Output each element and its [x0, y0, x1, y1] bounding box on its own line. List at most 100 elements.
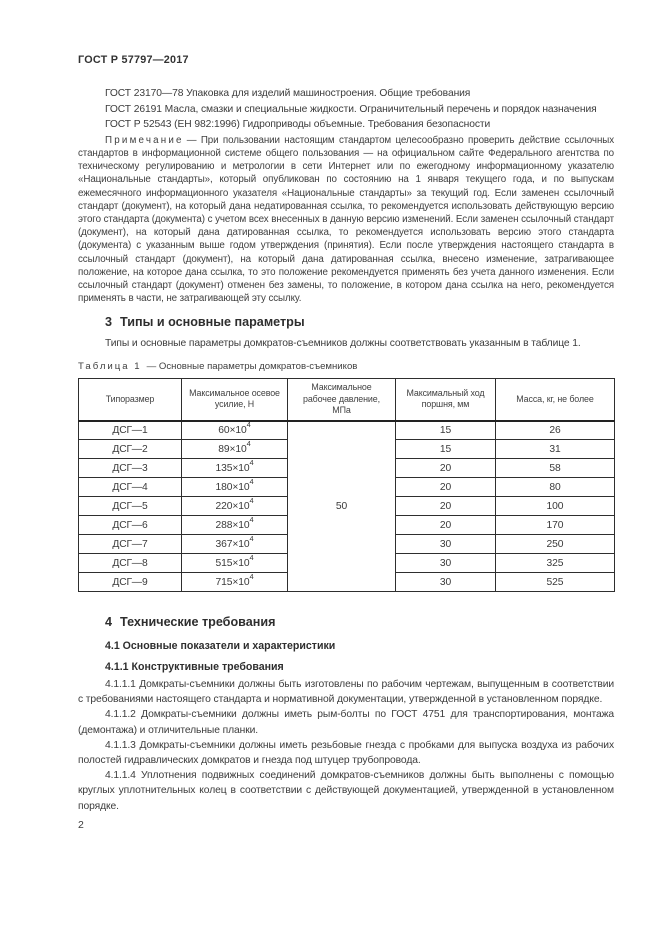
requirement-paragraph: 4.1.1.3 Домкраты-съемники должны иметь р… — [78, 739, 614, 767]
table-caption: Таблица 1 — Основные параметры домкратов-… — [78, 360, 614, 373]
force-exponent: 4 — [249, 572, 254, 582]
column-header-typesize: Типоразмер — [78, 378, 182, 422]
cell-typesize: ДСГ—5 — [78, 496, 182, 517]
requirement-paragraph: 4.1.1.1 Домкраты-съемники должны быть из… — [78, 679, 614, 706]
requirement-paragraph: 4.1.1.2 Домкраты-съемники должны иметь р… — [78, 709, 614, 736]
cell-force: 60×104 — [181, 420, 288, 441]
column-header-stroke: Максимальный ход поршня, мм — [395, 378, 496, 422]
section-4-heading: 4 Технические требования — [78, 614, 614, 631]
table-body: ДСГ—1 60×104 50 15 26 ДСГ—2 89×104 15 31… — [78, 420, 615, 593]
cell-force: 135×104 — [181, 458, 288, 479]
table-row: ДСГ—7 367×104 30 250 — [78, 534, 615, 555]
cell-force: 220×104 — [181, 496, 288, 517]
cell-stroke: 20 — [395, 458, 496, 479]
force-value: 60×10 — [218, 424, 247, 436]
force-value: 715×10 — [215, 576, 250, 588]
force-exponent: 4 — [249, 496, 254, 506]
force-exponent: 4 — [246, 420, 251, 430]
running-head: ГОСТ Р 57797—2017 — [78, 54, 189, 66]
cell-pressure-merged: 50 — [287, 420, 396, 593]
force-exponent: 4 — [249, 477, 254, 487]
cell-stroke: 30 — [395, 534, 496, 555]
reference-item: ГОСТ Р 52543 (ЕН 982:1996) Гидроприводы … — [105, 119, 491, 131]
table-row: ДСГ—5 220×104 20 100 — [78, 496, 615, 517]
cell-mass: 58 — [495, 458, 615, 479]
cell-mass: 26 — [495, 420, 615, 441]
cell-typesize: ДСГ—2 — [78, 439, 182, 460]
cell-mass: 525 — [495, 572, 615, 593]
cell-stroke: 15 — [395, 420, 496, 441]
force-value: 180×10 — [215, 481, 250, 493]
table-caption-label: Таблица 1 — [78, 361, 142, 373]
cell-typesize: ДСГ—8 — [78, 553, 182, 574]
cell-mass: 80 — [495, 477, 615, 498]
cell-typesize: ДСГ—3 — [78, 458, 182, 479]
note-paragraph: Примечание — При пользовании настоящим ст… — [78, 134, 614, 306]
table-row: ДСГ—9 715×104 30 525 — [78, 572, 615, 593]
cell-force: 367×104 — [181, 534, 288, 555]
heading-4-1-1: 4.1.1 Конструктивные требования — [105, 661, 284, 674]
force-value: 515×10 — [215, 557, 250, 569]
force-value: 135×10 — [215, 462, 250, 474]
force-value: 89×10 — [218, 443, 247, 455]
section-number: 3 — [105, 315, 113, 330]
cell-force: 715×104 — [181, 572, 288, 593]
cell-force: 288×104 — [181, 515, 288, 536]
cell-stroke: 15 — [395, 439, 496, 460]
table-row: ДСГ—1 60×104 50 15 26 — [78, 420, 615, 593]
column-header-mass: Масса, кг, не более — [495, 378, 615, 422]
cell-mass: 250 — [495, 534, 615, 555]
force-exponent: 4 — [249, 458, 254, 468]
cell-mass: 170 — [495, 515, 615, 536]
section-title: Типы и основные параметры — [120, 315, 305, 330]
table-row: ДСГ—6 288×104 20 170 — [78, 515, 615, 536]
heading-4-1: 4.1 Основные показатели и характеристики — [105, 640, 336, 653]
force-exponent: 4 — [249, 553, 254, 563]
cell-force: 180×104 — [181, 477, 288, 498]
cell-force: 515×104 — [181, 553, 288, 574]
table-row: ДСГ—8 515×104 30 325 — [78, 553, 615, 574]
cell-typesize: ДСГ—9 — [78, 572, 182, 593]
force-value: 367×10 — [215, 538, 250, 550]
note-text: — При пользовании настоящим стандартом ц… — [78, 134, 614, 305]
force-value: 288×10 — [215, 519, 250, 531]
page-number: 2 — [78, 818, 84, 831]
cell-typesize: ДСГ—4 — [78, 477, 182, 498]
table-row: ДСГ—3 135×104 20 58 — [78, 458, 615, 479]
requirements-block: 4.1.1.1 Домкраты-съемники должны быть из… — [78, 677, 614, 814]
column-header-force: Максимальное осевое усилие, Н — [181, 378, 288, 422]
cell-mass: 325 — [495, 553, 615, 574]
section-3-heading: 3 Типы и основные параметры — [78, 314, 614, 331]
section-3-intro: Типы и основные параметры домкратов-съем… — [105, 338, 581, 350]
reference-item: ГОСТ 26191 Масла, смазки и специальные ж… — [105, 103, 597, 115]
cell-stroke: 30 — [395, 572, 496, 593]
page-content: ГОСТ Р 57797—2017 ГОСТ 23170—78 Упаковка… — [78, 0, 615, 831]
cell-force: 89×104 — [181, 439, 288, 460]
force-exponent: 4 — [249, 534, 254, 544]
table-head: Типоразмер Максимальное осевое усилие, Н… — [78, 378, 615, 422]
cell-stroke: 20 — [395, 515, 496, 536]
table-header-row: Типоразмер Максимальное осевое усилие, Н… — [78, 378, 615, 422]
force-exponent: 4 — [246, 439, 251, 449]
cell-stroke: 20 — [395, 477, 496, 498]
requirement-paragraph: 4.1.1.4 Уплотнения подвижных соединений … — [78, 770, 614, 812]
cell-mass: 31 — [495, 439, 615, 460]
cell-typesize: ДСГ—7 — [78, 534, 182, 555]
table-row: ДСГ—4 180×104 20 80 — [78, 477, 615, 498]
column-header-pressure: Максимальное рабочее давление, МПа — [287, 378, 396, 422]
cell-typesize: ДСГ—6 — [78, 515, 182, 536]
references-block: ГОСТ 23170—78 Упаковка для изделий машин… — [78, 86, 614, 133]
table-caption-text: — Основные параметры домкратов-съемников — [146, 361, 358, 373]
cell-mass: 100 — [495, 496, 615, 517]
cell-stroke: 30 — [395, 553, 496, 574]
force-value: 220×10 — [215, 500, 250, 512]
force-exponent: 4 — [249, 515, 254, 525]
cell-typesize: ДСГ—1 — [78, 420, 182, 441]
section-title: Технические требования — [120, 615, 276, 630]
cell-stroke: 20 — [395, 496, 496, 517]
reference-item: ГОСТ 23170—78 Упаковка для изделий машин… — [105, 88, 471, 99]
section-number: 4 — [105, 615, 113, 630]
note-label: Примечание — [105, 134, 184, 146]
table-1: Типоразмер Максимальное осевое усилие, Н… — [78, 378, 615, 593]
